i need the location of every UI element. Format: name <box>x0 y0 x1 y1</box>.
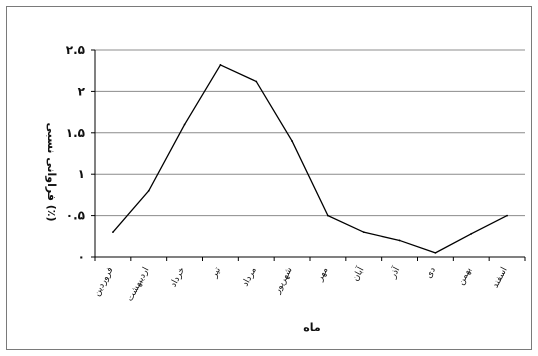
x-tick-label: شهریور <box>272 266 295 296</box>
x-tick-label: دی <box>424 266 438 280</box>
x-tick-label: آبان <box>349 264 367 283</box>
x-tick-label: آذر <box>386 264 402 281</box>
data-point <box>362 231 365 234</box>
x-tick-label: فروردین <box>92 266 116 298</box>
data-point <box>434 251 437 254</box>
y-tick-label: ۰ <box>78 250 85 264</box>
data-point <box>112 231 114 234</box>
gridlines <box>95 49 525 217</box>
chart-frame <box>6 6 532 350</box>
data-point <box>470 232 473 235</box>
y-axis-title: فراوانی نسبی (٪) <box>45 122 58 221</box>
data-point <box>506 214 508 217</box>
y-tick-label: ۰.۵ <box>66 209 85 223</box>
y-tick-label: ۱ <box>78 167 85 181</box>
data-point <box>398 239 401 242</box>
axes <box>91 49 526 261</box>
x-tick-label: اردیبهشت <box>125 266 151 303</box>
y-tick-labels: ۰ ۰.۵ ۱ ۱.۵ ۲ ۲.۵ <box>66 43 86 264</box>
y-tick-label: ۲.۵ <box>66 43 85 57</box>
data-point <box>219 64 222 66</box>
x-tick-labels: فروردین اردیبهشت خرداد تیر مرداد شهریور مهر آبا… <box>92 264 510 303</box>
series-line <box>112 64 508 254</box>
data-point <box>291 140 293 142</box>
x-tick-label: تیر <box>209 265 223 280</box>
x-tick-label: خرداد <box>169 266 188 289</box>
x-axis-title: ماه <box>303 321 320 334</box>
data-point <box>147 189 150 192</box>
x-tick-label: بهمن <box>456 266 474 287</box>
data-point <box>255 80 258 83</box>
series <box>112 64 508 254</box>
y-tick-label: ۲ <box>78 84 86 98</box>
data-point <box>183 123 186 126</box>
x-tick-label: اسفند <box>491 266 510 290</box>
x-tick-label: مهر <box>315 266 331 284</box>
data-point <box>327 214 329 217</box>
x-tick-label: مرداد <box>241 266 259 289</box>
y-tick-label: ۱.۵ <box>66 126 85 140</box>
